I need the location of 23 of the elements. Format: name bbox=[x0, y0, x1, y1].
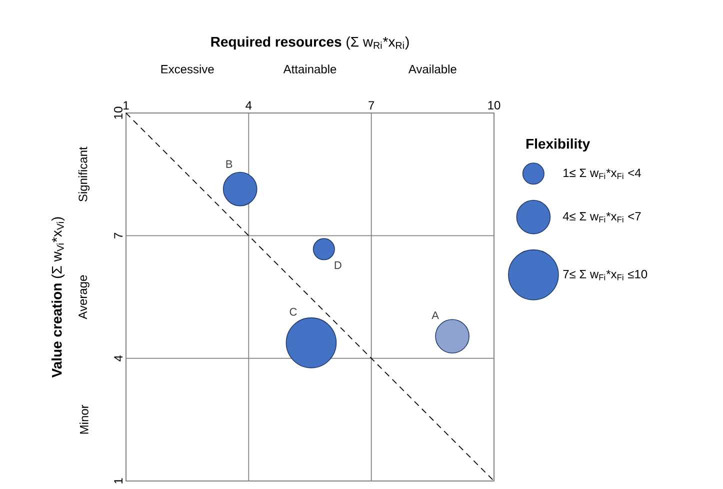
legend-label: 4≤ Σ w$_{Fi}$*x$_{Fi}$ <7 bbox=[562, 212, 641, 222]
y-tick-label: 4 bbox=[114, 355, 122, 362]
annotation: A bbox=[432, 311, 439, 320]
annotation: B bbox=[226, 160, 232, 168]
x-tick-label: 4 bbox=[246, 101, 252, 110]
annotation: D bbox=[334, 261, 342, 269]
x-tick-label: 1 bbox=[124, 101, 129, 110]
x-tick-label: 10 bbox=[488, 100, 500, 110]
legend-label: 1≤ Σ w$_{Fi}$*x$_{Fi}$ <4 bbox=[564, 168, 641, 179]
x-axis-title: Required resources (Σ w$_{Ri}$*x$_{Ri}$) bbox=[211, 36, 409, 50]
text: Significant bbox=[78, 146, 90, 202]
text: Attainable bbox=[283, 64, 336, 74]
legend-title: Flexibility bbox=[526, 138, 590, 152]
text: Minor bbox=[80, 404, 88, 434]
y-tick-label: 7 bbox=[114, 232, 122, 238]
x-tick-label: 7 bbox=[368, 101, 374, 110]
text: Available bbox=[408, 64, 456, 74]
y-tick-label: 1 bbox=[114, 478, 122, 484]
y-axis-title: Value creation (Σ w$_{Vi}$*x$_{Vi}$) bbox=[51, 217, 65, 378]
legend-label: 7≤ Σ w$_{Fi}$*x$_{Fi}$ ≤10 bbox=[563, 270, 648, 280]
text: Average bbox=[78, 275, 90, 320]
annotation: C bbox=[290, 308, 297, 316]
text: Excessive bbox=[161, 64, 214, 74]
